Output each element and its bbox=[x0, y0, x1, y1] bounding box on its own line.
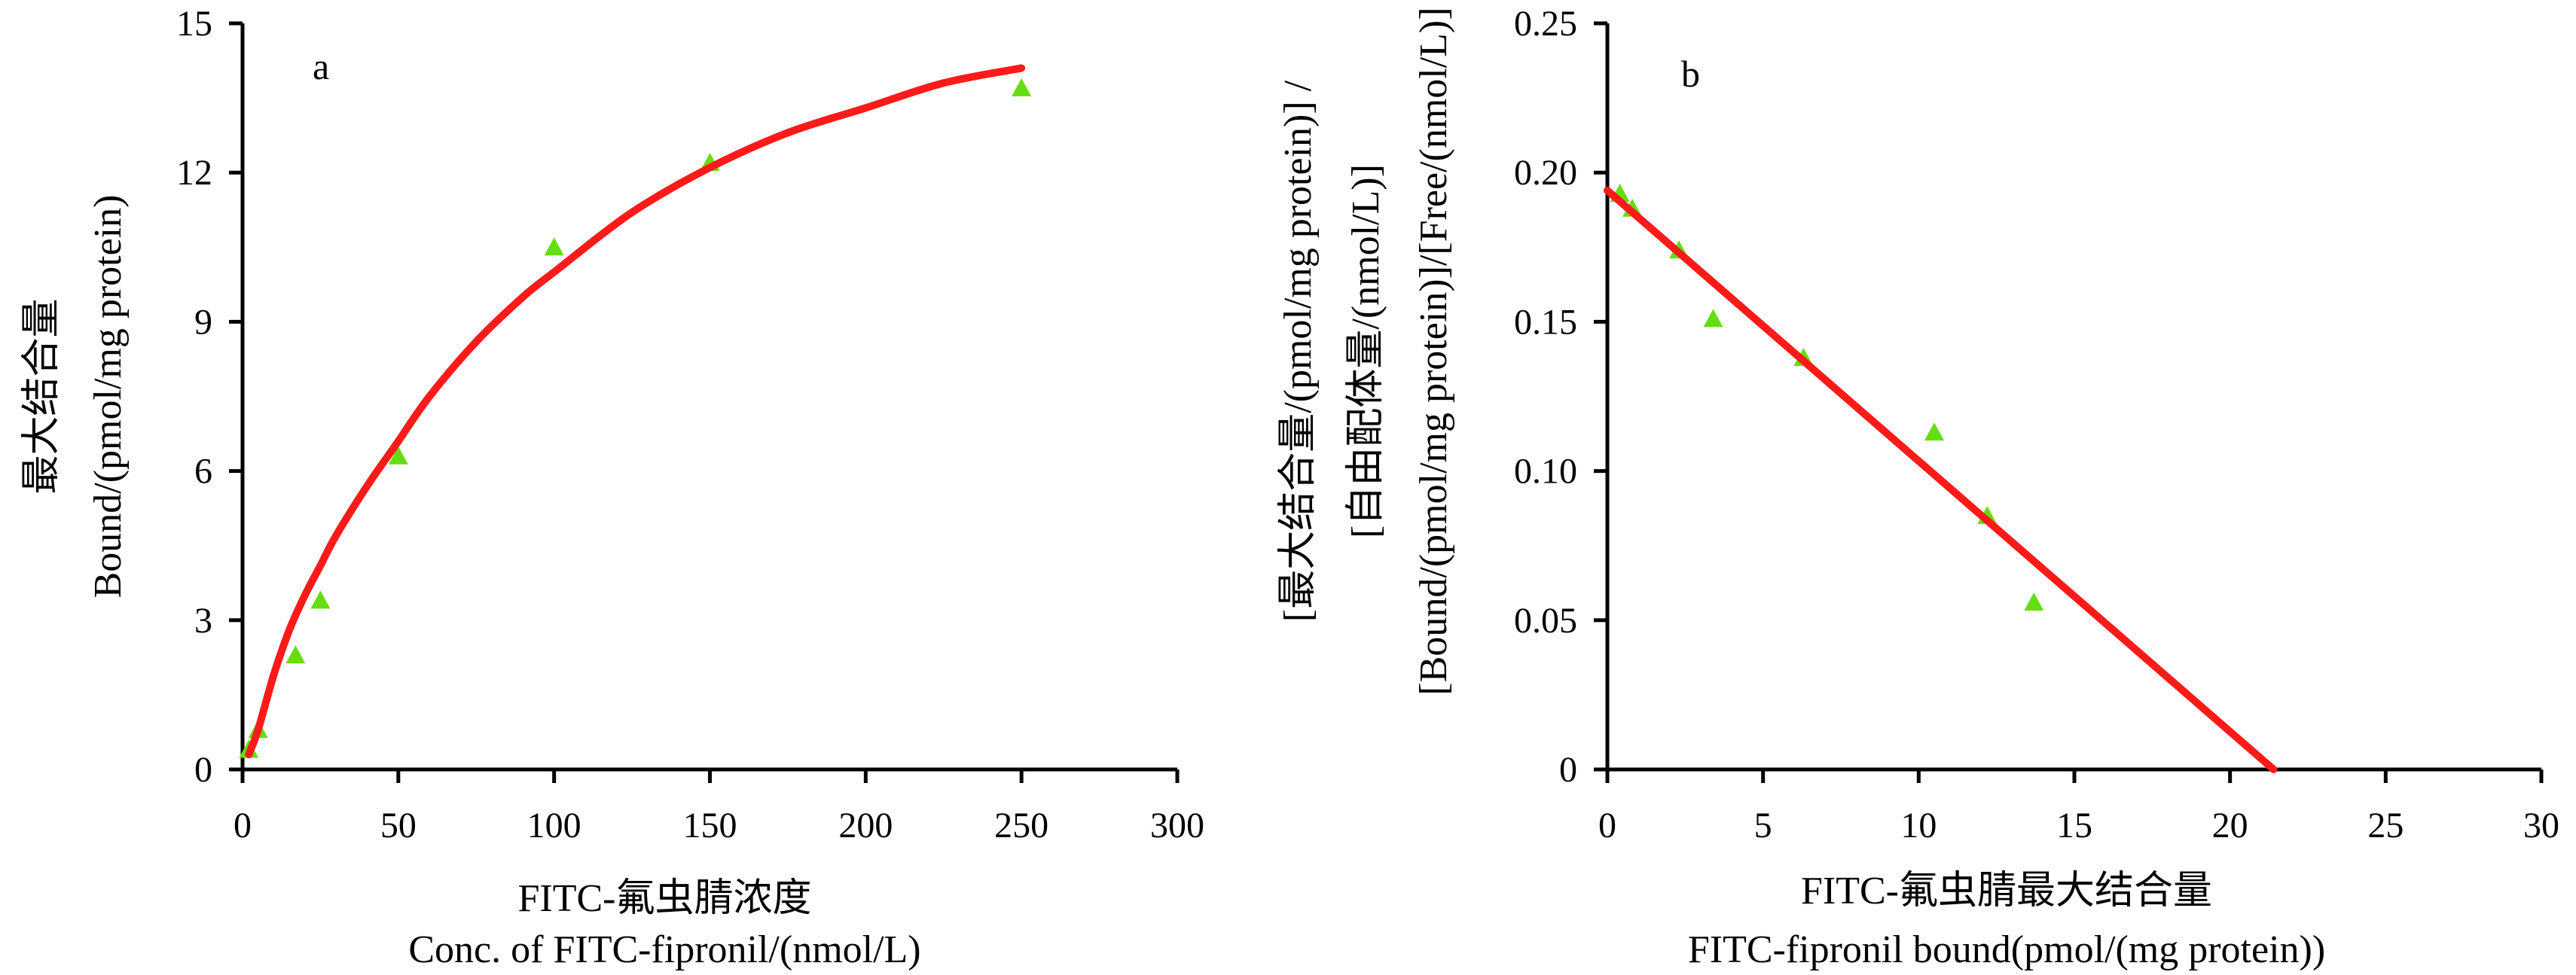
x-tick-label: 0 bbox=[233, 806, 252, 846]
x-axis-title: FITC-氟虫腈最大结合量 bbox=[1801, 870, 2212, 913]
data-point-marker bbox=[310, 590, 331, 609]
y-tick-label: 0.15 bbox=[1514, 302, 1577, 342]
data-point-marker bbox=[1924, 422, 1944, 441]
x-tick-label: 15 bbox=[2056, 806, 2092, 846]
x-tick-label: 100 bbox=[527, 806, 581, 846]
y-axis-title: [Bound/(pmol/mg protein)]/[Free/(nmol/L)… bbox=[1412, 7, 1455, 695]
x-tick-label: 50 bbox=[380, 806, 417, 846]
data-point-marker bbox=[2024, 593, 2044, 611]
y-tick-label: 0.05 bbox=[1514, 601, 1577, 641]
panel-label: b bbox=[1681, 53, 1700, 95]
y-tick-label: 0.25 bbox=[1514, 4, 1577, 44]
y-axis-title: Bound/(pmol/mg protein) bbox=[87, 195, 130, 599]
x-tick-label: 200 bbox=[838, 806, 893, 846]
x-tick-label: 10 bbox=[1900, 806, 1937, 846]
x-tick-label: 5 bbox=[1754, 806, 1772, 846]
y-axis-title: 最大结合量 bbox=[20, 298, 63, 494]
y-tick-label: 3 bbox=[194, 601, 212, 641]
y-tick-label: 0 bbox=[1559, 750, 1577, 790]
data-point-marker bbox=[388, 446, 408, 465]
y-tick-label: 0 bbox=[194, 750, 212, 790]
y-axis-title: [最大结合量/(pmol/mg protein)] / bbox=[1277, 80, 1320, 622]
x-tick-label: 25 bbox=[2367, 806, 2404, 846]
x-tick-label: 300 bbox=[1150, 806, 1204, 846]
y-axis-title: [自由配体量/(nmol/L)] bbox=[1344, 164, 1387, 538]
y-tick-label: 9 bbox=[194, 302, 212, 342]
data-point-marker bbox=[1703, 309, 1723, 328]
x-tick-label: 0 bbox=[1598, 806, 1616, 846]
x-tick-label: 250 bbox=[994, 806, 1048, 846]
chart-panel-b: 0 0.05 0.10 0.15 0.20 0.25 0 5 10 15 20 25 30 b FITC-氟… bbox=[1277, 4, 2559, 971]
x-tick-label: 150 bbox=[683, 806, 737, 846]
data-point-marker bbox=[285, 645, 306, 664]
x-axis-title: FITC-氟虫腈浓度 bbox=[517, 877, 811, 920]
data-point-marker bbox=[1012, 78, 1032, 96]
fit-curve bbox=[245, 64, 1026, 759]
y-tick-label: 6 bbox=[194, 452, 212, 492]
panel-label: a bbox=[313, 45, 329, 87]
x-axis-title: FITC-fipronil bound(pmol/(mg protein)) bbox=[1688, 928, 2325, 971]
y-tick-label: 15 bbox=[176, 4, 212, 44]
y-tick-label: 0.20 bbox=[1514, 153, 1577, 193]
x-axis-title: Conc. of FITC-fipronil/(nmol/L) bbox=[408, 928, 920, 971]
fit-curve bbox=[1604, 186, 2278, 773]
x-tick-label: 30 bbox=[2523, 806, 2559, 846]
x-tick-label: 20 bbox=[2212, 806, 2248, 846]
data-point-marker bbox=[544, 237, 564, 256]
y-tick-label: 12 bbox=[176, 153, 212, 193]
y-tick-label: 0.10 bbox=[1514, 452, 1577, 492]
